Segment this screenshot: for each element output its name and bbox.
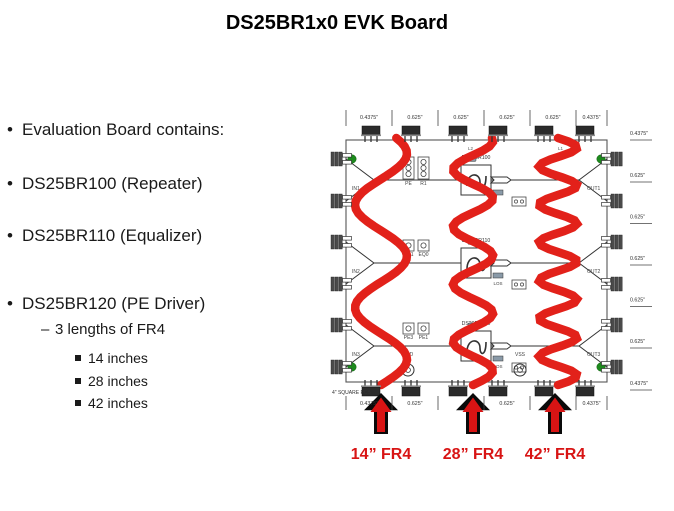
- svg-text:PE1: PE1: [419, 335, 429, 341]
- svg-text:0.4375": 0.4375": [582, 401, 600, 407]
- svg-text:0.625": 0.625": [630, 339, 645, 345]
- svg-text:OUT2: OUT2: [587, 269, 601, 275]
- svg-text:0.625": 0.625": [453, 115, 468, 121]
- svg-text:L2: L2: [468, 146, 474, 151]
- svg-text:0.4375": 0.4375": [630, 381, 648, 387]
- svg-text:0.4375": 0.4375": [630, 131, 648, 137]
- svg-text:R1: R1: [420, 181, 427, 187]
- svg-text:0.4375": 0.4375": [360, 115, 378, 121]
- svg-text:0.625": 0.625": [630, 256, 645, 262]
- svg-text:28” FR4: 28” FR4: [443, 446, 504, 463]
- svg-text:IN3: IN3: [352, 352, 360, 358]
- svg-text:0.4375": 0.4375": [360, 401, 378, 407]
- svg-text:0.625": 0.625": [499, 115, 514, 121]
- svg-text:0.4375": 0.4375": [582, 115, 600, 121]
- svg-text:4" SQUARE PCB: 4" SQUARE PCB: [332, 390, 371, 396]
- svg-text:VSS: VSS: [515, 352, 526, 358]
- svg-text:0.625": 0.625": [407, 401, 422, 407]
- svg-text:0.625": 0.625": [545, 115, 560, 121]
- svg-text:0.625": 0.625": [630, 298, 645, 304]
- svg-text:IN2: IN2: [352, 269, 360, 275]
- svg-text:OUT3: OUT3: [587, 352, 601, 358]
- svg-text:LOS: LOS: [493, 281, 502, 286]
- svg-text:L1: L1: [558, 146, 564, 151]
- svg-text:0.625": 0.625": [407, 115, 422, 121]
- svg-text:PE: PE: [405, 181, 412, 187]
- svg-text:0.625": 0.625": [499, 401, 514, 407]
- svg-text:0.625": 0.625": [630, 173, 645, 179]
- svg-text:0.625": 0.625": [630, 215, 645, 221]
- svg-text:PE3: PE3: [404, 335, 414, 341]
- svg-text:14” FR4: 14” FR4: [351, 446, 412, 463]
- svg-text:OUT1: OUT1: [587, 186, 601, 192]
- svg-text:42” FR4: 42” FR4: [525, 446, 586, 463]
- svg-text:EQ0: EQ0: [418, 252, 428, 258]
